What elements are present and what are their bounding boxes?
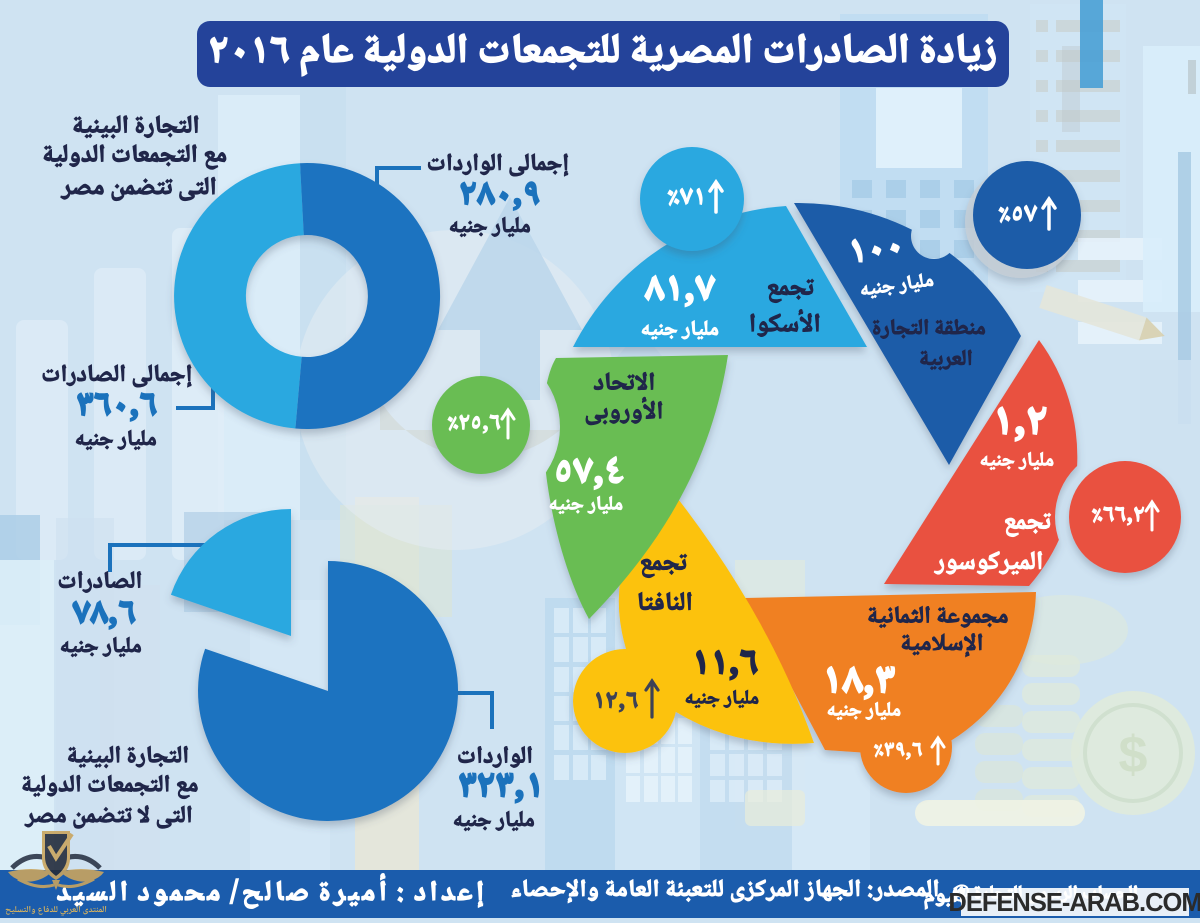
- svg-text:DEFENSE-ARAB.COM: DEFENSE-ARAB.COM: [948, 889, 1200, 917]
- svg-text:$: $: [1119, 726, 1148, 784]
